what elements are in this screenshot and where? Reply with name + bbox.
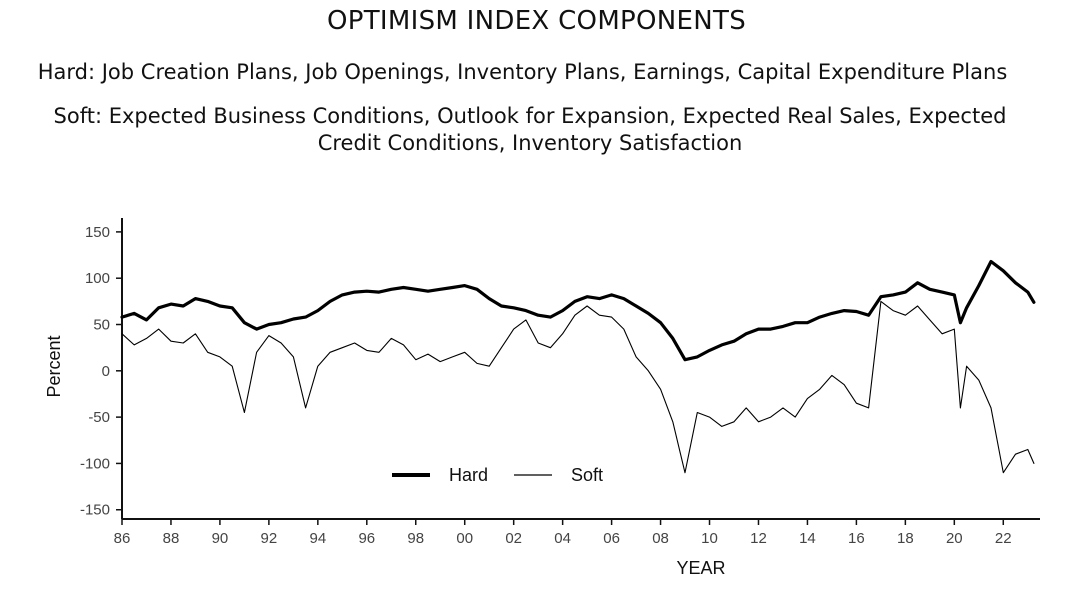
x-tick-label: 88 xyxy=(163,530,180,547)
x-axis-label: YEAR xyxy=(676,558,725,578)
x-tick-label: 16 xyxy=(848,530,865,547)
x-tick-label: 06 xyxy=(603,530,620,547)
subtitle-soft: Soft: Expected Business Conditions, Outl… xyxy=(53,104,1007,155)
x-tick-label: 98 xyxy=(407,530,424,547)
y-tick-label: -50 xyxy=(88,409,110,426)
series-line-hard xyxy=(120,259,1036,362)
legend: Hard Soft xyxy=(392,465,603,485)
x-tick-label: 86 xyxy=(114,530,131,547)
x-tick-label: 08 xyxy=(652,530,669,547)
legend-label-soft: Soft xyxy=(571,465,603,485)
x-tick-label: 12 xyxy=(750,530,767,547)
y-tick-label: 150 xyxy=(85,224,110,241)
chart-title: OPTIMISM INDEX COMPONENTS xyxy=(326,6,747,36)
x-tick-label: 94 xyxy=(309,530,326,547)
y-tick-label: -100 xyxy=(80,455,110,472)
x-tick-label: 96 xyxy=(358,530,375,547)
series-group xyxy=(120,259,1036,474)
y-tick-label: -150 xyxy=(80,502,110,519)
x-tick-label: 14 xyxy=(799,530,816,547)
x-tick-label: 90 xyxy=(212,530,229,547)
subtitle-hard: Hard: Job Creation Plans, Job Openings, … xyxy=(37,60,1008,84)
x-tick-label: 22 xyxy=(995,530,1012,547)
x-tick-label: 18 xyxy=(897,530,914,547)
y-tick-label: 0 xyxy=(102,363,110,380)
legend-label-hard: Hard xyxy=(449,465,488,485)
x-tick-label: 10 xyxy=(701,530,718,547)
y-tick-label: 50 xyxy=(93,317,110,334)
y-tick-label: 100 xyxy=(85,270,110,287)
x-tick-label: 20 xyxy=(946,530,963,547)
series-line-soft xyxy=(121,300,1035,474)
x-tick-label: 92 xyxy=(261,530,278,547)
x-tick-label: 00 xyxy=(456,530,473,547)
x-tick-label: 02 xyxy=(505,530,522,547)
y-axis-label: Percent xyxy=(44,335,64,397)
x-tick-label: 04 xyxy=(554,530,571,547)
